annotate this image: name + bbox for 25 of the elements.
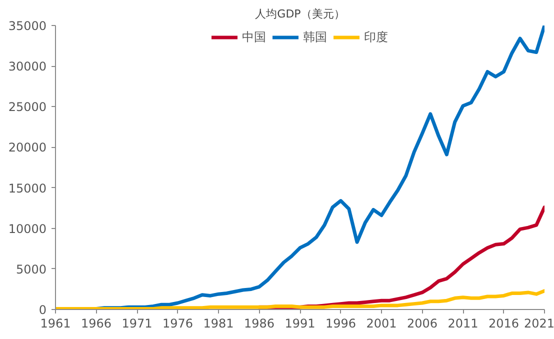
x-tick-label: 1981: [203, 316, 234, 330]
y-tick-label: 15000: [8, 181, 47, 196]
y-tick-label: 25000: [8, 100, 47, 114]
x-tick-label: 1971: [122, 316, 152, 330]
x-tick-label: 2006: [406, 316, 438, 330]
x-tick-label: 2021: [524, 316, 554, 330]
y-tick-label: 35000: [8, 19, 47, 33]
legend-label: 中国: [242, 28, 266, 46]
x-tick-label: 1961: [40, 316, 71, 330]
y-tick-label: 0: [38, 303, 47, 317]
x-tick-label: 1986: [244, 316, 275, 330]
y-tick-label: 20000: [8, 140, 47, 155]
x-tick-label: 2001: [366, 316, 397, 330]
y-tick-label: 5000: [16, 262, 47, 276]
x-tick-label: 1996: [325, 316, 356, 330]
x-tick-label: 2016: [488, 316, 520, 330]
chart-title: 人均GDP（美元）: [255, 8, 345, 20]
x-tick-label: 2011: [448, 316, 478, 330]
x-tick-label: 1966: [80, 316, 112, 330]
x-tick-label: 1991: [284, 316, 316, 330]
y-tick-label: 10000: [8, 222, 47, 236]
y-tick-label: 30000: [8, 60, 47, 74]
legend-label: 印度: [364, 28, 388, 46]
x-tick-label: 1976: [162, 316, 194, 330]
legend-label: 韩国: [303, 28, 327, 46]
